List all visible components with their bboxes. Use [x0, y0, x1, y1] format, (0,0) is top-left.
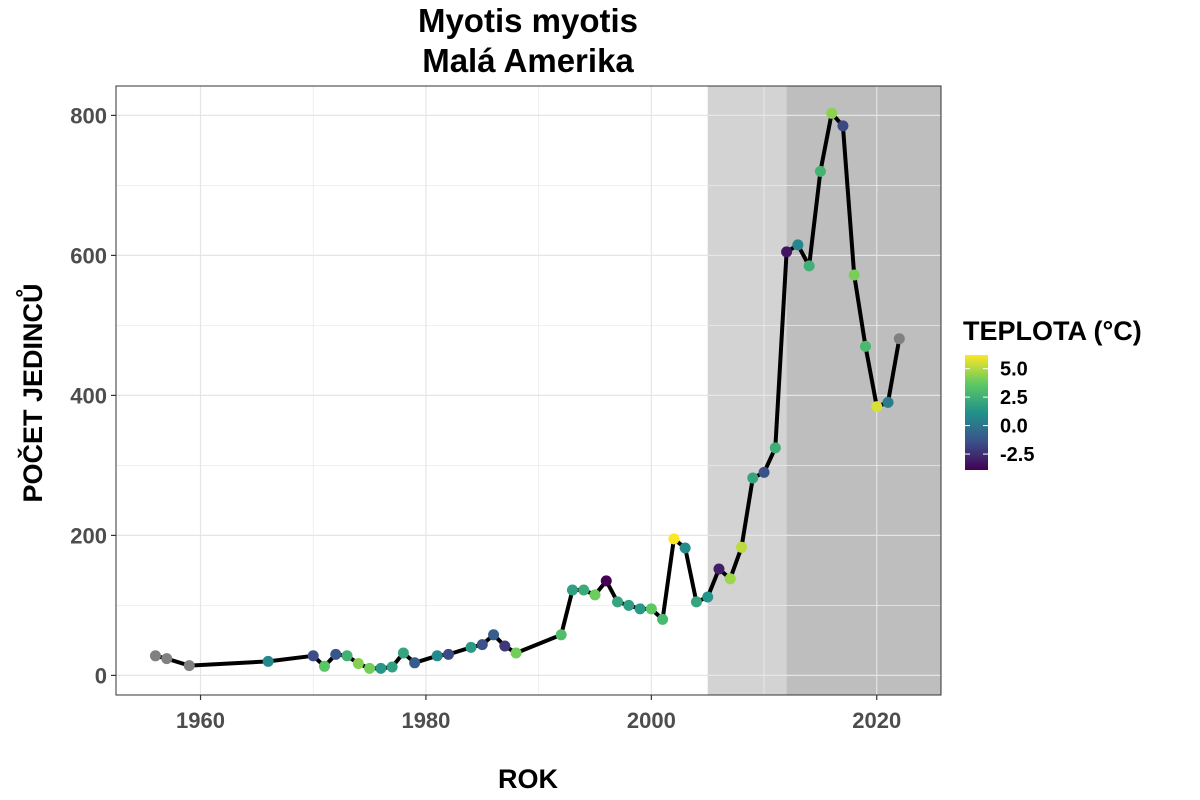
- y-tick-label-400: 400: [70, 383, 107, 408]
- legend-title: TEPLOTA (°C): [963, 316, 1142, 346]
- x-axis-title: ROK: [498, 764, 559, 794]
- y-tick-label-0: 0: [95, 663, 107, 688]
- point-1995: [589, 589, 601, 601]
- point-1974: [352, 658, 364, 669]
- y-tick-label-800: 800: [70, 103, 107, 128]
- point-2017: [837, 120, 849, 132]
- plot-area: [115, 85, 942, 696]
- point-1999: [634, 603, 646, 615]
- legend: TEPLOTA (°C) 5.0 2.5 0.0 -2.5: [963, 316, 1142, 470]
- series-line: [154, 111, 902, 671]
- y-axis-title: POČET JEDINCŮ: [15, 283, 48, 502]
- point-1972: [330, 648, 342, 660]
- point-2006: [713, 563, 725, 575]
- point-2022: [893, 333, 905, 345]
- shaded-band-2: [786, 86, 941, 695]
- shaded-band-1: [707, 86, 787, 695]
- point-2007: [724, 573, 736, 585]
- point-1977: [386, 661, 398, 673]
- point-1966: [262, 655, 274, 667]
- plot-border: [115, 85, 942, 696]
- legend-colorbar: [965, 355, 988, 470]
- point-2018: [848, 269, 860, 281]
- point-1986: [488, 629, 500, 641]
- point-1993: [566, 584, 578, 596]
- point-1959: [183, 660, 195, 672]
- point-2009: [747, 472, 759, 484]
- chart-subtitle: Malá Amerika: [422, 42, 634, 79]
- legend-label-1: 2.5: [1000, 387, 1028, 409]
- point-1970: [307, 650, 319, 662]
- point-1971: [319, 660, 331, 672]
- x-tick-label-1960: 1960: [176, 708, 225, 733]
- x-tick-label-1980: 1980: [401, 708, 450, 733]
- legend-label-3: -2.5: [1000, 444, 1034, 466]
- grid-lines: [116, 86, 941, 695]
- point-1994: [578, 584, 590, 596]
- point-1978: [397, 647, 409, 659]
- point-1992: [555, 629, 567, 641]
- point-1956: [149, 650, 161, 662]
- point-2014: [803, 260, 815, 272]
- point-2010: [758, 466, 770, 478]
- legend-label-2: 0.0: [1000, 416, 1028, 438]
- shaded-bands: [707, 86, 941, 695]
- x-tick-label-2000: 2000: [627, 708, 676, 733]
- y-axis: 0 200 400 600 800: [70, 103, 116, 688]
- point-1981: [431, 650, 443, 662]
- point-2011: [769, 442, 781, 454]
- data-points: [149, 107, 905, 674]
- point-2013: [792, 239, 804, 251]
- point-1957: [161, 653, 173, 665]
- point-2012: [781, 246, 793, 258]
- point-2001: [657, 613, 669, 625]
- point-1998: [623, 599, 635, 611]
- point-1984: [465, 641, 477, 653]
- point-2002: [668, 533, 680, 545]
- point-2016: [826, 107, 838, 119]
- point-2021: [882, 396, 894, 408]
- point-2020: [871, 401, 883, 413]
- point-1996: [600, 575, 612, 587]
- y-tick-label-200: 200: [70, 523, 107, 548]
- x-tick-label-2020: 2020: [852, 708, 901, 733]
- legend-ticks: 5.0 2.5 0.0 -2.5: [965, 359, 1034, 466]
- legend-label-0: 5.0: [1000, 359, 1028, 381]
- point-1982: [442, 648, 454, 660]
- point-1997: [612, 596, 624, 608]
- point-2003: [679, 542, 691, 554]
- chart-title: Myotis myotis: [418, 2, 638, 39]
- point-1979: [409, 657, 421, 669]
- x-axis: 1960 1980 2000 2020: [176, 695, 901, 733]
- point-1975: [364, 662, 376, 674]
- y-tick-label-600: 600: [70, 243, 107, 268]
- point-2004: [690, 596, 702, 608]
- point-2015: [814, 165, 826, 177]
- point-1973: [341, 650, 353, 662]
- point-2008: [736, 541, 748, 553]
- point-1985: [476, 639, 488, 651]
- point-1988: [510, 647, 522, 659]
- point-1987: [499, 640, 511, 652]
- point-2000: [645, 603, 657, 615]
- point-2005: [702, 591, 714, 603]
- point-2019: [859, 340, 871, 352]
- point-1976: [375, 662, 387, 674]
